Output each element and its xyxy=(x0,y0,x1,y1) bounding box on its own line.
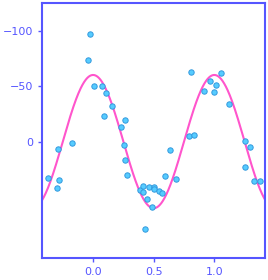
Point xyxy=(46,176,50,180)
Point xyxy=(141,190,145,194)
Point xyxy=(91,84,96,89)
Point xyxy=(162,174,167,178)
Point xyxy=(86,58,90,62)
Point xyxy=(174,177,178,181)
Point xyxy=(144,197,149,202)
Point xyxy=(168,148,172,152)
Point xyxy=(102,113,106,118)
Point xyxy=(258,179,262,183)
Point xyxy=(192,133,196,137)
Point xyxy=(214,83,218,88)
Point xyxy=(70,141,74,145)
Point xyxy=(187,133,191,138)
Point xyxy=(141,184,145,188)
Point xyxy=(55,186,59,191)
Point xyxy=(57,178,61,182)
Point xyxy=(157,189,161,194)
Point xyxy=(207,79,212,83)
Point xyxy=(201,89,206,93)
Point xyxy=(88,31,92,36)
Point xyxy=(142,227,147,231)
Point xyxy=(243,139,247,143)
Point xyxy=(110,104,114,109)
Point xyxy=(211,90,216,95)
Point xyxy=(151,185,156,189)
Point xyxy=(123,118,127,122)
Point xyxy=(104,91,109,95)
Point xyxy=(123,158,127,162)
Point xyxy=(160,191,165,195)
Point xyxy=(189,69,193,74)
Point xyxy=(125,173,129,177)
Point xyxy=(252,178,256,183)
Point xyxy=(152,187,156,191)
Point xyxy=(248,145,252,150)
Point xyxy=(119,125,123,130)
Point xyxy=(100,83,104,88)
Point xyxy=(56,146,60,151)
Point xyxy=(138,188,142,193)
Point xyxy=(122,143,126,148)
Point xyxy=(243,164,247,169)
Point xyxy=(150,205,154,209)
Point xyxy=(147,185,151,189)
Point xyxy=(227,102,231,106)
Point xyxy=(219,71,224,76)
